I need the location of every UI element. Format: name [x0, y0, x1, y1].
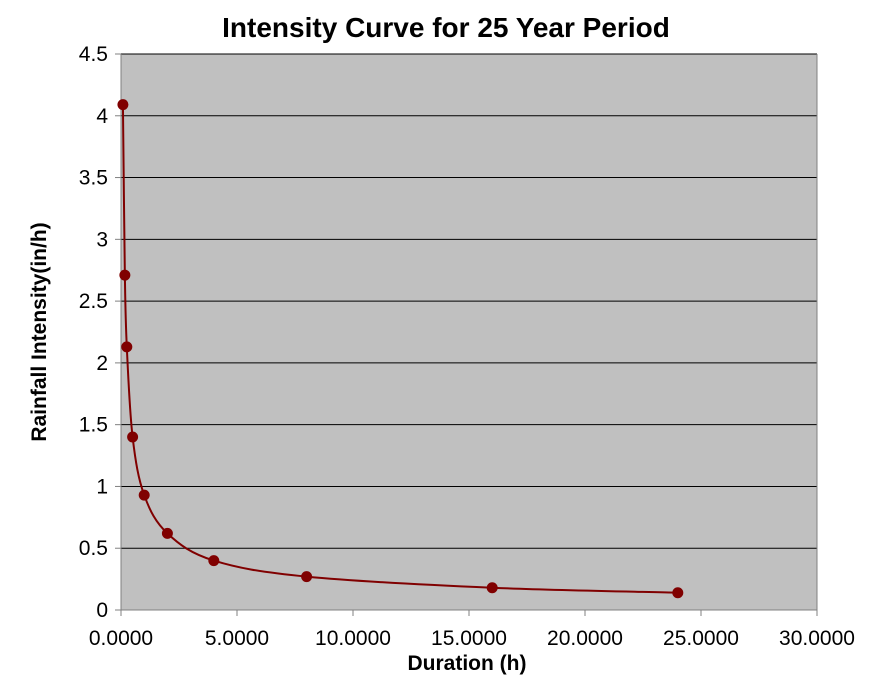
- x-axis-label: Duration (h): [408, 652, 527, 675]
- data-point-0-5: [161, 527, 173, 539]
- x-tick-label-4: 20.0000: [547, 627, 623, 650]
- y-tick-label-1: 0.5: [79, 537, 108, 560]
- y-tick-label-6: 3: [96, 228, 108, 251]
- grid-lines: [121, 53, 817, 549]
- y-tick-label-7: 3.5: [79, 167, 108, 190]
- data-point-0-8: [486, 582, 498, 594]
- plot-area: [121, 54, 817, 610]
- data-point-0-6: [208, 555, 220, 567]
- data-point-0-0: [117, 99, 129, 111]
- y-tick-label-5: 2.5: [79, 290, 108, 313]
- y-tick-label-3: 1.5: [79, 414, 108, 437]
- y-tick-label-9: 4.5: [79, 43, 108, 66]
- x-tick-label-3: 15.0000: [431, 627, 507, 650]
- data-point-0-3: [127, 431, 139, 443]
- data-point-0-1: [119, 269, 131, 281]
- data-point-0-2: [121, 341, 133, 353]
- y-tick-label-0: 0: [96, 599, 108, 622]
- x-tick-label-5: 25.0000: [663, 627, 739, 650]
- x-tick-label-2: 10.0000: [315, 627, 391, 650]
- y-axis-ticks: 0 0.5 1 1.5 2 2.5 3 3.5 4 4.5: [79, 43, 121, 622]
- data-point-0-4: [138, 489, 150, 501]
- y-axis-label: Rainfall Intensity(in/h): [28, 222, 51, 441]
- data-point-0-9: [672, 587, 684, 599]
- chart-title: Intensity Curve for 25 Year Period: [222, 12, 670, 43]
- data-point-0-7: [301, 571, 313, 583]
- y-tick-label-4: 2: [96, 352, 108, 375]
- series-layer: [117, 99, 684, 599]
- x-tick-label-6: 30.0000: [779, 627, 855, 650]
- x-tick-label-0: 0.0000: [89, 627, 153, 650]
- y-tick-label-8: 4: [96, 105, 108, 128]
- x-tick-label-1: 5.0000: [205, 627, 269, 650]
- x-axis-ticks: 0.0000 5.0000 10.0000 15.0000 20.0000 25.0000…: [89, 610, 855, 650]
- series-line-0: [121, 104, 678, 594]
- y-tick-label-2: 1: [96, 475, 108, 498]
